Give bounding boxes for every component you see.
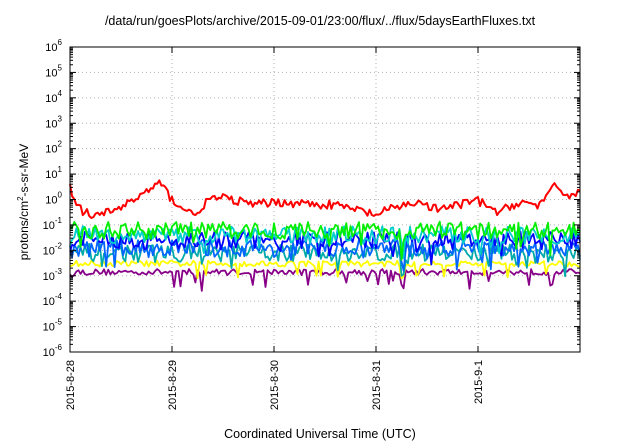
y-tick-label: 10-5 bbox=[43, 318, 63, 334]
x-axis-label: Coordinated Universal Time (UTC) bbox=[224, 427, 416, 441]
series-line-0 bbox=[69, 179, 581, 219]
y-tick-label: 105 bbox=[45, 63, 62, 79]
x-tick-label: 2015-9-1 bbox=[473, 360, 485, 404]
y-tick-label: 10-2 bbox=[43, 241, 63, 257]
series-line-7 bbox=[69, 268, 581, 292]
y-tick-label: 103 bbox=[45, 114, 62, 130]
x-tick-label: 2015-8-30 bbox=[269, 360, 281, 410]
chart-title: /data/run/goesPlots/archive/2015-09-01/2… bbox=[104, 14, 536, 28]
y-tick-label: 104 bbox=[45, 89, 62, 105]
x-tick-label: 2015-8-31 bbox=[371, 360, 383, 410]
y-tick-label: 10-4 bbox=[43, 292, 63, 308]
series-lines bbox=[69, 179, 581, 292]
series-line-1 bbox=[69, 220, 581, 261]
x-tick-label: 2015-8-29 bbox=[167, 360, 179, 410]
y-tick-label: 10-1 bbox=[43, 216, 63, 232]
x-tick-label: 2015-8-28 bbox=[65, 360, 77, 410]
series-line-4 bbox=[69, 238, 581, 272]
y-axis-label: protons/cm2-s-sr-MeV bbox=[16, 143, 31, 261]
y-tick-label: 10-6 bbox=[43, 343, 63, 359]
axis-ticks: 10-6 10-5 10-4 10-3 10-2 10-1 100 101 102 103 104 1… bbox=[43, 38, 580, 410]
y-tick-label: 10-3 bbox=[43, 267, 63, 283]
y-tick-label: 101 bbox=[45, 165, 62, 181]
grid bbox=[70, 47, 580, 352]
series-line-6 bbox=[69, 259, 581, 280]
y-tick-label: 102 bbox=[45, 140, 62, 156]
y-tick-label: 100 bbox=[45, 191, 62, 207]
y-tick-label: 106 bbox=[45, 38, 62, 54]
